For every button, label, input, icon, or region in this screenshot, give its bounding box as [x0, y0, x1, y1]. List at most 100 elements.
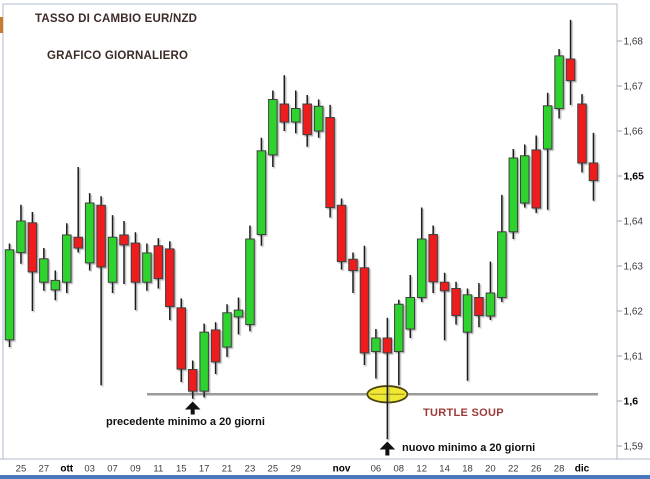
candle-down: [302, 103, 312, 136]
x-axis-label: ott: [60, 464, 73, 475]
x-axis-label: 03: [84, 464, 95, 475]
candle-up: [313, 105, 324, 132]
x-axis-label: nov: [333, 464, 351, 475]
candle-up: [462, 294, 473, 333]
candle-down: [565, 58, 576, 82]
x-axis-label: 18: [462, 464, 473, 475]
candle-down: [279, 103, 290, 123]
candle-up: [256, 150, 267, 235]
candle-down: [325, 117, 335, 208]
y-axis-tick-label: 1,64: [624, 217, 644, 228]
candle-down: [119, 234, 129, 246]
candle-up: [222, 312, 232, 348]
prev-low-arrow-icon-head: [184, 401, 201, 410]
y-axis-tick-label: 1,68: [624, 37, 644, 48]
x-axis-label: dic: [575, 464, 590, 475]
new-low-annotation: nuovo minimo a 20 giorni: [402, 442, 536, 454]
candle-up: [268, 99, 278, 156]
x-axis-label: 11: [153, 464, 163, 475]
candle-down: [176, 307, 186, 370]
window-bottom-edge: [0, 475, 650, 479]
new-low-arrow-icon: [379, 441, 396, 456]
y-axis-tick-label: 1,65: [624, 171, 645, 183]
candles-group: [4, 19, 599, 440]
candle-down: [27, 222, 38, 273]
candle-up: [497, 231, 507, 298]
candle-down: [348, 258, 358, 271]
plot-frame: [2, 3, 618, 460]
y-axis-tick-label: 1,62: [624, 307, 644, 318]
candle-up: [508, 157, 519, 233]
x-axis-label: 07: [107, 464, 118, 475]
candle-down: [382, 337, 393, 354]
x-axis-label: 08: [394, 464, 405, 475]
candle-down: [210, 329, 221, 363]
candle-up: [39, 258, 49, 283]
chart-title: TASSO DI CAMBIO EUR/NZD: [35, 13, 198, 25]
candle-down: [187, 369, 198, 392]
candle-up: [416, 238, 427, 298]
x-axis-label: 27: [39, 464, 50, 475]
candle-up: [233, 309, 244, 318]
candle-down: [588, 162, 599, 181]
x-axis-label: 15: [176, 464, 187, 475]
chart-subtitle: GRAFICO GIORNALIERO: [47, 50, 189, 62]
x-axis-label: 22: [508, 464, 519, 475]
candle-up: [50, 279, 61, 291]
y-axis-tick-label: 1,66: [624, 127, 644, 138]
candle-up: [554, 55, 564, 109]
candle-down: [577, 103, 587, 164]
x-axis-label: 12: [416, 464, 427, 475]
y-axis-tick-label: 1,63: [624, 262, 644, 273]
candle-down: [336, 204, 347, 262]
x-axis-label: 23: [245, 464, 256, 475]
candle-up: [485, 292, 496, 317]
candle-down: [428, 234, 438, 283]
candle-down: [130, 242, 141, 283]
y-axis-tick-label: 1,61: [624, 352, 644, 363]
candle-up: [199, 331, 209, 392]
turtle-soup-annotation: TURTLE SOUP: [423, 407, 504, 419]
candle-up: [142, 252, 152, 283]
x-axis-label: 14: [439, 464, 450, 475]
candle-down: [165, 248, 175, 307]
prev-low-annotation: precedente minimo a 20 giorni: [106, 416, 265, 428]
candle-down: [531, 149, 541, 209]
candle-up: [291, 108, 301, 123]
y-axis-tick-label: 1,6: [624, 396, 639, 408]
candle-down: [439, 281, 450, 292]
candle-down: [96, 204, 106, 268]
x-axis-label: 29: [290, 464, 301, 475]
prev-low-arrow-icon: [184, 401, 201, 415]
candle-up: [405, 297, 415, 330]
candle-up: [245, 238, 255, 325]
candle-up: [107, 236, 118, 283]
candle-down: [359, 267, 370, 354]
x-axis-label: 25: [268, 464, 279, 475]
candle-down: [153, 245, 164, 280]
candle-up: [16, 220, 26, 253]
candle-up: [542, 105, 553, 150]
candle-down: [451, 288, 461, 316]
y-axis-tick-label: 1,59: [624, 442, 644, 453]
candle-up: [4, 249, 15, 341]
left-edge-artifact: [0, 17, 3, 33]
prev-low-arrow-icon-stem: [190, 408, 195, 415]
x-axis-label: 06: [371, 464, 382, 475]
x-axis-label: 26: [531, 464, 542, 475]
x-axis-label: 25: [16, 464, 27, 475]
candle-up: [520, 155, 530, 204]
candle-down: [73, 236, 83, 249]
x-axis-label: 20: [485, 464, 496, 475]
candle-up: [62, 234, 72, 283]
x-axis-label: 28: [554, 464, 565, 475]
candle-up: [371, 337, 381, 352]
x-axis-label: 09: [130, 464, 141, 475]
new-low-arrow-icon-stem: [385, 448, 390, 456]
candle-up: [394, 303, 404, 352]
candle-up: [84, 202, 95, 264]
new-low-arrow-icon-head: [379, 441, 396, 450]
x-axis-label: 17: [199, 464, 210, 475]
